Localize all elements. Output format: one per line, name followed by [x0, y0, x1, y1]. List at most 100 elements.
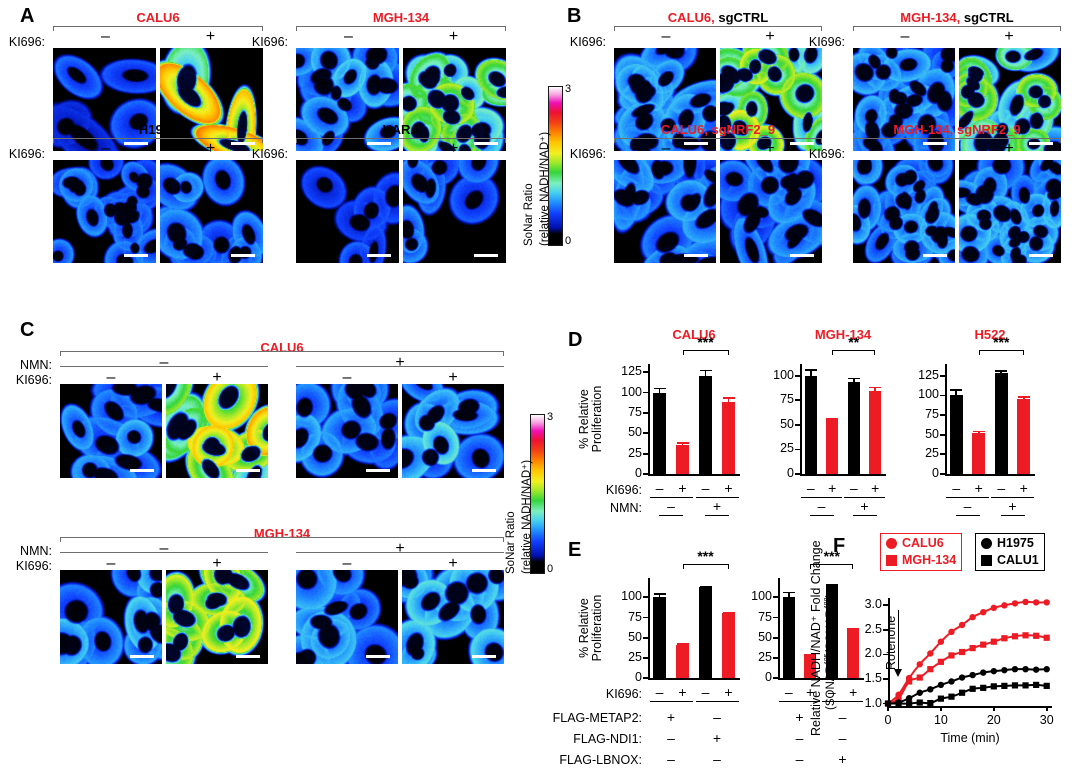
panel-a-group-0-bracket: [53, 26, 263, 31]
scale-bar: [124, 142, 148, 145]
panel-e-chart-0-lbnox-1: –: [713, 751, 721, 767]
panel-f-datapoint-mgh-134-12: [1011, 633, 1019, 640]
panel-c-micrograph-1-2: [296, 570, 398, 664]
panel-f-xtick-1: [940, 706, 942, 711]
panel-f-datapoint-calu1-7: [958, 689, 966, 696]
panel-c-micrograph-0-2: [296, 384, 398, 478]
panel-a-micrograph-1-0: [296, 48, 399, 151]
panel-e-chart-1-ki696-underline-0: [778, 701, 821, 702]
panel-f-legend-box-0: CALU6 MGH-134: [880, 533, 963, 571]
panel-e-chart-0-ytick-label-2: 50: [628, 629, 642, 644]
colorbar-min-label-c: 0: [547, 563, 554, 575]
panel-d-chart-0-errorcap-3: [722, 397, 735, 400]
panel-a-micrograph-3-0: [296, 160, 399, 263]
panel-f-legend-marker-square-1: [886, 555, 897, 566]
panel-b-title-black-0: sgCTRL: [714, 10, 769, 25]
panel-f-datapoint-calu6-9: [980, 609, 987, 616]
panel-e-rowlabel-metap2: FLAG-METAP2:: [552, 711, 642, 725]
panel-f-datapoint-calu1-14: [1033, 681, 1040, 688]
panel-b-group-1-bracket: [853, 26, 1061, 31]
panel-f-ylabel-line2: (SONAR405/SONAR488): [823, 593, 837, 710]
panel-e-chart-0-ki696-underline-1: [695, 701, 739, 702]
panel-f-datapoint-calu6-1: [895, 691, 902, 698]
panel-d-chart-0-errorcap-1: [676, 442, 689, 444]
panel-d-chart-0-errorcap-2: [699, 369, 712, 372]
scale-bar: [236, 469, 260, 472]
panel-d-chart-2-bar-3: [1017, 398, 1031, 474]
scale-bar: [1029, 254, 1053, 257]
panel-e-chart-1-ytick-label-1: 25: [758, 649, 772, 664]
panel-f-datapoint-h1975-3: [916, 689, 923, 696]
panel-a-micrograph-0-1: [160, 48, 263, 151]
panel-f-datapoint-mgh-134-9: [980, 641, 987, 648]
colorbar-max-label-a: 3: [565, 83, 572, 95]
panel-e-chart-0-ylabel: % Relative Proliferation: [577, 578, 604, 678]
panel-a-group-3-bracket: [296, 138, 506, 143]
panel-e-chart-0-ytick-4: [643, 596, 648, 599]
panel-f-xtick-label-0: 0: [884, 713, 892, 727]
panel-c-micrograph-1-3: [402, 570, 504, 664]
panel-d-chart-2-ytick-5: [940, 374, 945, 377]
panel-d-chart-2-ytick-label-3: 75: [925, 407, 939, 422]
panel-d-chart-2-errorbar-0: [955, 389, 958, 396]
panel-f-datapoint-mgh-134-7: [958, 648, 966, 656]
panel-f-datapoint-mgh-134-4: [927, 666, 934, 673]
panel-d-chart-1-y-axis: [800, 364, 802, 474]
panel-e-chart-1-bar-1: [804, 654, 817, 678]
panel-d-chart-1-ytick-label-3: 75: [780, 392, 794, 407]
panel-b-group-0-sign-1: +: [765, 28, 775, 45]
panel-f-datapoint-h1975-12: [1011, 665, 1019, 673]
panel-c-ki696-underline-1-1: [296, 552, 504, 553]
panel-d-chart-1-errorcap-0: [804, 368, 817, 371]
panel-d-chart-2-ytick-label-0: 0: [932, 466, 939, 480]
panel-e-chart-1-ndi1-1: –: [838, 730, 847, 746]
panel-d-chart-2-ki696-underline-1: [991, 497, 1034, 498]
panel-e-chart-1-errorcap-2: [825, 584, 838, 587]
scale-bar: [130, 655, 154, 658]
panel-d-chart-0-ki696-underline-1: [695, 497, 739, 498]
panel-b-group-0-row-label: KI696:: [569, 35, 606, 49]
panel-d-chart-2-ytick-label-1: 25: [925, 446, 939, 461]
panel-a-group-2-row-label: KI696:: [8, 147, 45, 161]
panel-d-chart-2-errorcap-3: [1017, 396, 1030, 398]
panel-d-chart-0-bar-0: [652, 392, 667, 474]
panel-f-datapoint-calu1-6: [948, 693, 955, 700]
panel-c-ki696-underline-0-1: [296, 366, 504, 367]
panel-e-chart-1-ytick-1: [773, 656, 778, 659]
panel-f-rotenone-arrow-head: [894, 669, 903, 677]
panel-d-chart-2-ytick-2: [940, 433, 945, 436]
panel-d-chart-1-ytick-3: [795, 399, 800, 402]
panel-f-xtick-label-2: 20: [986, 713, 1001, 727]
panel-b-title-red-0: CALU6,: [667, 10, 715, 25]
colorbar-gradient-c: [530, 414, 545, 574]
panel-c-ki696-label-0: KI696:: [15, 373, 52, 387]
panel-f-ylabel-line1: Relative NADH/NAD⁺ Fold Change: [809, 540, 823, 736]
panel-f-letter: F: [833, 535, 846, 557]
panel-d-letter: D: [568, 329, 583, 351]
panel-f-datapoint-mgh-134-10: [990, 638, 997, 645]
panel-b-micrograph-2-0: [614, 160, 716, 263]
colorbar-max-label-c: 3: [547, 411, 554, 423]
panel-d-chart-2-errorcap-1: [972, 430, 985, 433]
panel-e-chart-1-bar-2: [825, 586, 838, 678]
panel-d-chart-2-ytick-0: [940, 473, 945, 475]
panel-a-group-title-0: CALU6: [136, 10, 180, 25]
panel-a-micrograph-3-1: [403, 160, 506, 263]
panel-b-group-1-sign-1: +: [1004, 28, 1014, 45]
colorbar-min-label-a: 0: [565, 235, 572, 247]
panel-b-group-3-bracket: [853, 138, 1061, 143]
panel-b-micrograph-1-0: [853, 48, 955, 151]
panel-d-chart-1-bar-0: [804, 375, 817, 474]
panel-d-chart-0-ki696-underline-0: [649, 497, 693, 498]
panel-b-group-0-bracket: [614, 26, 822, 31]
panel-e-chart-1-ytick-0: [773, 677, 778, 679]
panel-f-legend-item-3: CALU1: [981, 553, 1039, 568]
panel-e-chart-0-metap2-1: –: [713, 709, 721, 725]
panel-d-chart-2-ytick-label-4: 100: [918, 387, 939, 402]
panel-b-micrograph-3-1: [959, 160, 1061, 263]
panel-d-chart-2-nmn-underline-1: [1000, 515, 1025, 516]
panel-e-chart-0-ndi1-0: –: [667, 730, 675, 746]
panel-e-chart-1-ki696-1: +: [806, 684, 815, 700]
panel-d-chart-2-y-axis: [945, 364, 947, 474]
panel-d-chart-2-ytick-4: [940, 394, 945, 397]
